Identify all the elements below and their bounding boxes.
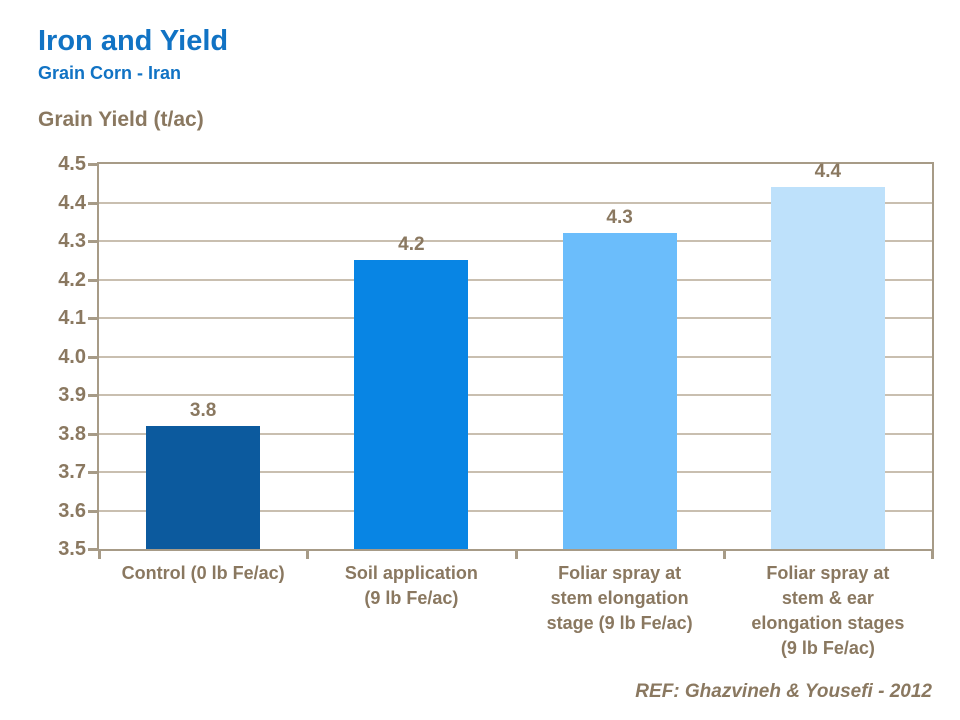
y-axis-tick-label: 4.1 xyxy=(58,307,86,329)
x-axis-tick xyxy=(306,551,310,559)
y-axis-tick-label: 3.5 xyxy=(58,538,86,560)
bar-value-label: 4.3 xyxy=(606,207,633,229)
x-axis-category-label: Control (0 lb Fe/ac) xyxy=(121,563,285,583)
y-axis-tick xyxy=(88,163,98,166)
x-axis-tick xyxy=(98,551,101,559)
bar-2: 4.2 xyxy=(354,234,469,549)
gridline xyxy=(99,317,932,319)
bar-value-label: 3.8 xyxy=(189,399,217,421)
x-axis-category-label: Foliar spray at stem elongation stage (9… xyxy=(546,563,693,633)
y-axis-tick-label: 4.5 xyxy=(58,153,86,175)
gridline xyxy=(99,355,932,358)
y-axis-tick-label: 4.4 xyxy=(58,191,86,214)
bar-4: 4.4 xyxy=(770,161,885,549)
gridline xyxy=(99,201,932,204)
y-axis-tick xyxy=(88,240,98,243)
y-axis-tick xyxy=(88,355,98,359)
y-axis-tick xyxy=(88,394,98,397)
bar-3: 4.3 xyxy=(562,207,677,549)
y-axis-tick-label: 3.9 xyxy=(58,384,86,406)
chart-title: Iron and Yield xyxy=(38,25,229,57)
bar-value-label: 4.2 xyxy=(398,234,425,256)
y-axis-tick-label: 3.8 xyxy=(58,422,86,445)
y-axis-tick-label: 4.2 xyxy=(58,268,86,291)
y-axis-tick-label: 4.0 xyxy=(58,345,86,368)
y-axis-tick xyxy=(88,509,98,513)
plot-area: 3.8 4.2 4.3 4.4 xyxy=(97,161,934,551)
x-axis-tick xyxy=(722,551,726,559)
y-axis-title: Grain Yield (t/ac) xyxy=(38,108,204,131)
y-axis-tick-label: 4.3 xyxy=(58,230,86,252)
gridline xyxy=(99,432,932,435)
bar-1: 3.8 xyxy=(146,400,261,549)
x-axis-tick xyxy=(931,551,934,559)
y-axis-tick-label: 3.6 xyxy=(58,499,86,522)
y-axis-tick xyxy=(88,548,98,551)
y-axis-tick xyxy=(88,278,98,282)
y-axis-tick xyxy=(88,317,98,320)
bar-value-label: 4.4 xyxy=(814,161,842,183)
y-axis-tick xyxy=(88,432,98,436)
y-axis-tick xyxy=(88,471,98,474)
gridline xyxy=(99,394,932,396)
gridline xyxy=(99,278,932,281)
gridline xyxy=(99,509,932,512)
y-axis-tick xyxy=(88,201,98,205)
x-axis-category-label: Foliar spray at stem & ear elongation st… xyxy=(751,563,905,658)
x-axis-tick xyxy=(514,551,518,559)
reference-citation: REF: Ghazvineh & Yousefi - 2012 xyxy=(635,681,932,702)
chart-subtitle: Grain Corn - Iran xyxy=(38,63,182,83)
y-axis-tick-label: 3.7 xyxy=(58,461,86,483)
x-axis-category-label: Soil application (9 lb Fe/ac) xyxy=(344,563,478,608)
gridline xyxy=(99,471,932,473)
gridline xyxy=(99,240,932,242)
